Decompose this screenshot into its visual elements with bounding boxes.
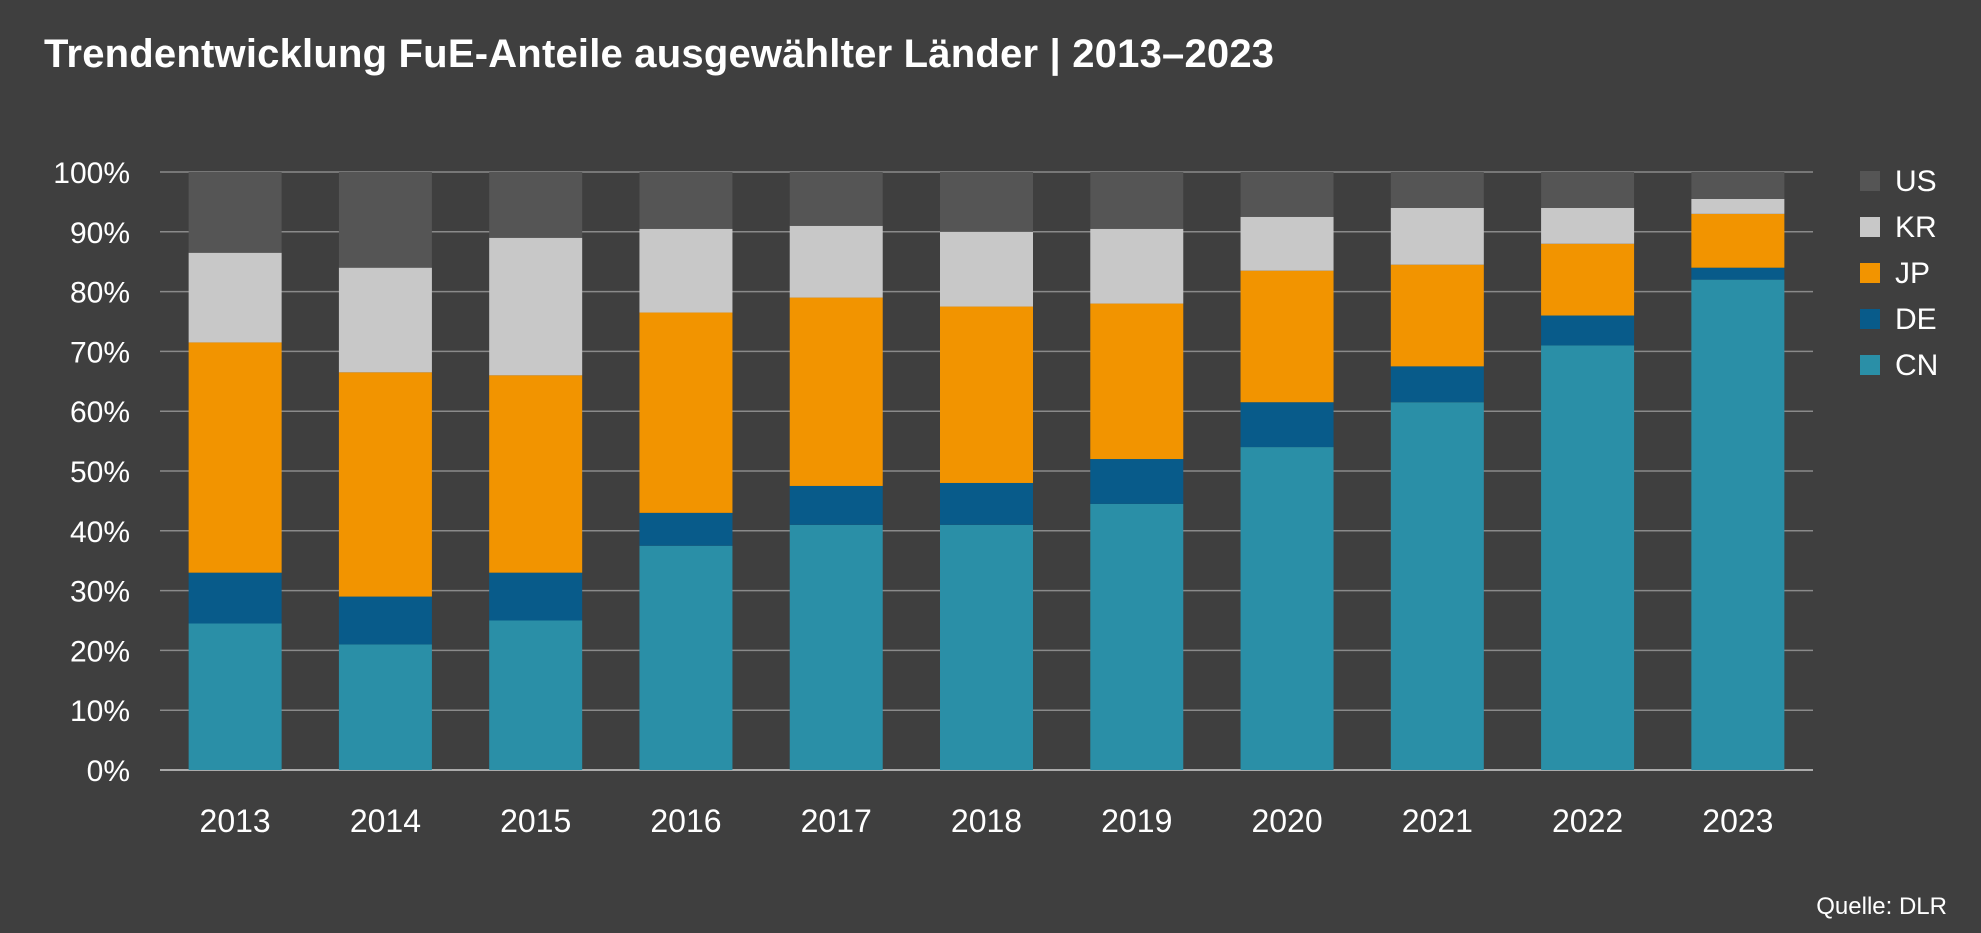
chart-title: Trendentwicklung FuE-Anteile ausgewählte… <box>44 32 1275 76</box>
bar-us-2020 <box>1240 172 1334 217</box>
bar-cn-2018 <box>940 524 1033 770</box>
x-tick-label: 2016 <box>650 803 721 839</box>
x-tick-label: 2017 <box>801 803 872 839</box>
bar-us-2017 <box>789 172 883 226</box>
bar-jp-2021 <box>1390 264 1484 367</box>
x-axis-tick-labels: 2013 2014 2015 2016 2017 2018 2019 2020 2021 2022… <box>200 803 1774 839</box>
y-tick-label: 0% <box>87 755 130 788</box>
bar-de-2013 <box>188 572 282 624</box>
bar-de-2014 <box>338 596 432 645</box>
bar-us-2015 <box>489 172 583 238</box>
legend-swatch-de <box>1860 309 1880 329</box>
bar-us-2022 <box>1541 172 1635 208</box>
source-note: Quelle: DLR <box>1816 893 1947 920</box>
bar-cn-2019 <box>1090 503 1184 770</box>
bar-us-2021 <box>1390 172 1484 208</box>
legend-label-us: US <box>1895 165 1937 198</box>
y-tick-label: 90% <box>70 217 130 250</box>
bar-de-2017 <box>789 485 883 525</box>
bar-jp-2022 <box>1541 243 1635 316</box>
y-tick-label: 60% <box>70 396 130 429</box>
bar-cn-2014 <box>338 644 432 770</box>
bar-jp-2020 <box>1240 270 1334 403</box>
bar-us-2014 <box>338 172 432 268</box>
legend-label-jp: JP <box>1895 257 1930 290</box>
bar-de-2021 <box>1390 366 1484 403</box>
y-tick-label: 40% <box>70 516 130 549</box>
bar-kr-2021 <box>1390 207 1484 265</box>
bar-cn-2016 <box>639 545 733 770</box>
bar-de-2019 <box>1090 459 1184 504</box>
bar-kr-2013 <box>188 252 282 343</box>
bar-cn-2020 <box>1240 447 1334 770</box>
bar-kr-2022 <box>1541 207 1635 244</box>
bar-cn-2015 <box>489 620 583 770</box>
y-tick-label: 80% <box>70 277 130 310</box>
bar-kr-2020 <box>1240 216 1334 271</box>
bar-cn-2013 <box>188 623 282 770</box>
bar-jp-2018 <box>940 306 1033 483</box>
y-tick-label: 10% <box>70 695 130 728</box>
bar-jp-2015 <box>489 375 583 573</box>
legend-label-cn: CN <box>1895 349 1938 382</box>
bar-kr-2019 <box>1090 228 1184 304</box>
bar-cn-2021 <box>1390 402 1484 770</box>
y-tick-label: 50% <box>70 456 130 489</box>
bar-jp-2019 <box>1090 303 1184 460</box>
bar-us-2016 <box>639 172 733 229</box>
bar-jp-2013 <box>188 342 282 573</box>
x-tick-label: 2023 <box>1702 803 1773 839</box>
bar-cn-2023 <box>1691 279 1785 770</box>
y-tick-label: 70% <box>70 336 130 369</box>
y-tick-label: 30% <box>70 576 130 609</box>
bar-kr-2018 <box>940 231 1033 307</box>
bar-jp-2016 <box>639 312 733 513</box>
bar-jp-2014 <box>338 372 432 597</box>
x-tick-label: 2014 <box>350 803 421 839</box>
legend: US KR JP DE CN <box>1860 165 1938 382</box>
legend-swatch-kr <box>1860 217 1880 237</box>
bar-us-2019 <box>1090 172 1184 229</box>
y-axis-tick-labels: 0% 10% 20% 30% 40% 50% 60% 70% 80% 90% 100% <box>53 157 130 788</box>
x-tick-label: 2020 <box>1251 803 1322 839</box>
bar-us-2013 <box>188 172 282 253</box>
bar-de-2022 <box>1541 315 1635 346</box>
x-tick-label: 2018 <box>951 803 1022 839</box>
bar-de-2020 <box>1240 402 1334 448</box>
legend-swatch-jp <box>1860 263 1880 283</box>
bars <box>188 172 1785 770</box>
bar-jp-2017 <box>789 297 883 486</box>
x-tick-label: 2013 <box>200 803 271 839</box>
y-tick-label: 20% <box>70 635 130 668</box>
x-tick-label: 2021 <box>1402 803 1473 839</box>
bar-de-2015 <box>489 572 583 621</box>
legend-swatch-cn <box>1860 355 1880 375</box>
bar-cn-2017 <box>789 524 883 770</box>
bar-kr-2014 <box>338 267 432 373</box>
bar-kr-2023 <box>1691 198 1785 214</box>
bar-de-2023 <box>1691 267 1785 280</box>
legend-label-de: DE <box>1895 303 1937 336</box>
bar-de-2018 <box>940 482 1033 525</box>
bar-de-2016 <box>639 512 733 546</box>
x-tick-label: 2019 <box>1101 803 1172 839</box>
legend-swatch-us <box>1860 171 1880 191</box>
bar-us-2023 <box>1691 172 1785 199</box>
bar-kr-2015 <box>489 237 583 376</box>
bar-jp-2023 <box>1691 213 1785 268</box>
legend-label-kr: KR <box>1895 211 1937 244</box>
x-tick-label: 2022 <box>1552 803 1623 839</box>
y-tick-label: 100% <box>53 157 130 190</box>
bar-us-2018 <box>940 172 1033 232</box>
bar-kr-2017 <box>789 225 883 298</box>
bar-cn-2022 <box>1541 345 1635 770</box>
bar-kr-2016 <box>639 228 733 313</box>
x-tick-label: 2015 <box>500 803 571 839</box>
